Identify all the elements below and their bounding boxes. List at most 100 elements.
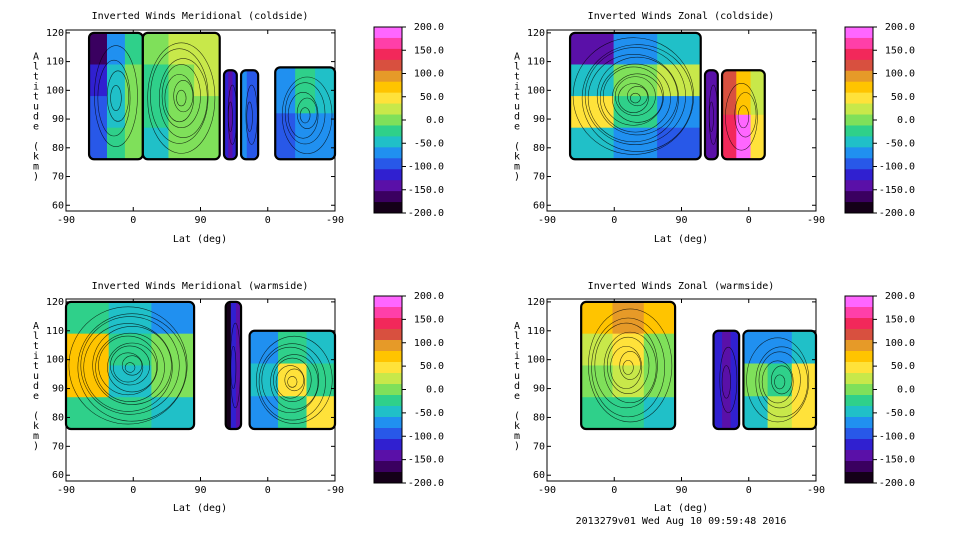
wind-cell xyxy=(228,70,234,160)
panel-outline xyxy=(64,300,196,431)
y-axis-label-char: d xyxy=(33,112,39,123)
y-tick-label: 70 xyxy=(533,172,545,183)
contour-line xyxy=(150,48,209,144)
wind-cell xyxy=(151,301,195,335)
colorbar-swatch xyxy=(374,384,402,396)
wind-cell xyxy=(709,70,715,160)
wind-cell xyxy=(108,333,152,367)
chart-zonal-coldside: Inverted Winds Zonal (coldside) Lat (deg… xyxy=(514,11,915,245)
colorbar-tick-label: -200.0 xyxy=(408,208,444,219)
y-tick-label: 90 xyxy=(533,384,545,395)
contour-line xyxy=(627,86,648,107)
y-tick-label: 70 xyxy=(533,441,545,452)
contour-line xyxy=(584,47,686,145)
x-axis-label: Lat (deg) xyxy=(654,234,708,245)
colorbar-tick-label: 150.0 xyxy=(885,314,915,325)
wind-cell xyxy=(275,113,296,160)
colorbar-swatch xyxy=(374,395,402,407)
y-axis-label-char: m xyxy=(33,431,39,442)
colorbar-tick-label: 100.0 xyxy=(414,69,444,80)
wind-cell xyxy=(743,396,769,429)
y-axis-label-char: t xyxy=(33,361,39,372)
colorbar-swatch xyxy=(374,406,402,418)
contour-line xyxy=(97,59,131,137)
contour-line xyxy=(77,313,187,422)
wind-cell xyxy=(66,333,110,367)
colorbar-swatch xyxy=(374,92,402,105)
wind-field-panel xyxy=(241,70,259,160)
contour-line xyxy=(98,335,158,396)
colorbar-swatch xyxy=(374,472,402,484)
colorbar-swatch xyxy=(374,48,402,61)
wind-cell xyxy=(315,67,336,114)
contour-line xyxy=(147,42,216,154)
wind-field-panel xyxy=(722,70,765,160)
colorbar-swatch xyxy=(845,428,873,440)
wind-cell xyxy=(722,330,732,429)
y-tick-label: 120 xyxy=(527,28,545,39)
x-tick-label: 0 xyxy=(746,485,752,496)
y-tick-label: 80 xyxy=(533,412,545,423)
colorbar-tick-label: -200.0 xyxy=(879,478,915,489)
contour-line xyxy=(80,316,180,415)
colorbar-swatch xyxy=(845,362,873,374)
wind-cell xyxy=(657,96,701,129)
wind-cell xyxy=(278,396,308,429)
wind-cell xyxy=(570,127,615,160)
y-axis-label-char: m xyxy=(33,162,39,173)
contour-line xyxy=(173,79,194,113)
colorbar-swatch xyxy=(374,428,402,440)
wind-cell xyxy=(613,64,658,97)
colorbar-tick-label: 200.0 xyxy=(414,22,444,33)
x-tick-label: 90 xyxy=(675,215,687,226)
colorbar-tick-label: -100.0 xyxy=(408,431,444,442)
wind-cell xyxy=(252,70,259,160)
colorbar-tick-label: -150.0 xyxy=(879,185,915,196)
contour-line xyxy=(606,336,650,394)
colorbar-swatch xyxy=(845,59,873,72)
wind-cell xyxy=(151,333,195,367)
colorbar-swatch xyxy=(374,114,402,126)
colorbar-swatch xyxy=(374,81,402,94)
colorbar-swatch xyxy=(374,158,402,170)
wind-cell xyxy=(124,96,143,129)
contour-line xyxy=(587,54,679,143)
wind-field-panel xyxy=(142,32,220,160)
contour-line xyxy=(176,89,187,107)
x-tick-label: -90 xyxy=(538,485,556,496)
colorbar-tick-label: -50.0 xyxy=(414,408,444,419)
contour-line xyxy=(261,346,320,413)
y-axis-label-char: ) xyxy=(33,172,39,183)
colorbar-swatch xyxy=(845,307,873,319)
colorbar-swatch xyxy=(845,92,873,105)
x-tick-label: 0 xyxy=(265,215,271,226)
y-axis-label-char: m xyxy=(514,431,520,442)
wind-cell xyxy=(124,127,143,160)
panel-outline xyxy=(742,329,818,431)
y-tick-label: 80 xyxy=(533,143,545,154)
y-axis-label-char: u xyxy=(514,371,520,382)
wind-cell xyxy=(249,363,279,397)
wind-cell xyxy=(249,330,279,365)
y-axis-label-char: ( xyxy=(514,411,520,422)
y-tick-label: 60 xyxy=(533,200,545,211)
colorbar-tick-label: 150.0 xyxy=(414,45,444,56)
y-axis-label-char: t xyxy=(514,361,520,372)
panel-outline xyxy=(222,69,238,161)
colorbar-swatch xyxy=(845,180,873,192)
contour-line xyxy=(256,335,333,424)
y-tick-label: 120 xyxy=(46,297,64,308)
colorbar-tick-label: 50.0 xyxy=(891,361,915,372)
colorbar-tick-label: 200.0 xyxy=(885,291,915,302)
colorbar-swatch xyxy=(845,439,873,451)
x-tick-label: -90 xyxy=(57,215,75,226)
contour-line xyxy=(737,105,750,129)
wind-cell xyxy=(142,127,170,160)
wind-cell xyxy=(151,365,195,398)
wind-cell xyxy=(570,64,615,97)
wind-cell xyxy=(791,396,817,429)
colorbar-swatch xyxy=(845,103,873,116)
contour-line xyxy=(581,44,693,152)
contour-line xyxy=(161,64,201,128)
wind-cell xyxy=(66,301,110,335)
